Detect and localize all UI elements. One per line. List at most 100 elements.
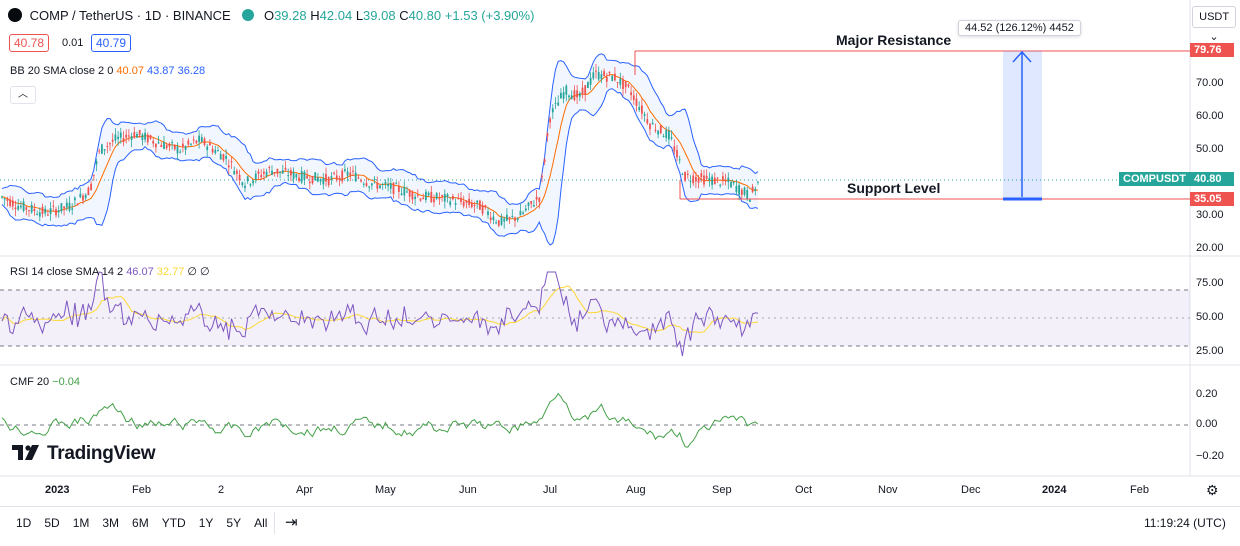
candle-body [597,71,600,80]
candle-body [365,183,368,186]
candle-body [68,202,71,211]
date-range-icon[interactable]: ⇥ [285,514,298,531]
candle-body [157,142,160,144]
candle-body [155,143,157,148]
candle-body [627,84,630,87]
candle-body [392,182,395,194]
candle-body [462,201,465,207]
candle-body [738,185,740,195]
chevron-down-icon: ⌄ [1209,31,1219,43]
candle-body [182,143,184,148]
timeframe-1y[interactable]: 1Y [198,516,214,530]
timeframe-5y[interactable]: 5Y [226,516,242,530]
candle-body [368,186,371,188]
candle-body [638,107,641,110]
candle-body [519,210,522,216]
candle-body [614,73,616,81]
candle-body [295,174,298,178]
bb-legend[interactable]: BB 20 SMA close 2 0 40.07 43.87 36.28 [10,65,205,77]
support-price-tag: 35.05 [1190,192,1234,206]
candle-body [179,151,182,153]
currency-dropdown[interactable]: USDT ⌄ [1192,6,1236,43]
candle-body [527,202,530,206]
candle-body [419,198,422,201]
candle-body [319,178,322,182]
time-tick: Sep [712,484,732,496]
symbol-tag: COMPUSDT [1119,172,1190,186]
candle-body [670,137,673,139]
ohlc-high: 42.04 [319,8,353,23]
timeframe-6m[interactable]: 6M [132,516,149,530]
candle-body [573,90,576,100]
candle-body [246,176,249,182]
candle-body [311,175,314,184]
candle-body [508,217,511,219]
candle-body [273,172,276,174]
timeframe-5d[interactable]: 5D [44,516,60,530]
resistance-annotation[interactable]: Major Resistance [836,32,952,48]
toolbar-divider [274,512,275,534]
candle-body [751,186,754,192]
candle-body [500,216,503,225]
candle-body [82,195,84,201]
candle-body [616,82,619,84]
rsi-legend[interactable]: RSI 14 close SMA 14 2 46.07 32.77 ∅ ∅ [10,265,210,278]
candle-body [481,204,484,214]
cmf-legend[interactable]: CMF 20 −0.04 [10,376,80,388]
currency-label: USDT [1199,11,1229,23]
candle-body [595,70,597,72]
time-tick: 2 [218,484,225,496]
candle-body [681,174,684,176]
candle-body [79,193,82,198]
candle-body [705,175,708,179]
settings-gear-icon[interactable]: ⚙ [1206,482,1219,498]
candle-body [222,154,225,161]
candle-body [624,81,627,88]
candle-body [722,176,724,181]
candle-body [87,187,90,196]
cmf-line [1,392,759,448]
collapse-legend-button[interactable]: ︿ [10,86,36,104]
timeframe-all[interactable]: All [254,516,268,530]
candle-body [17,205,20,210]
candle-body [171,142,173,144]
candle-body [659,125,662,134]
candle-body [146,134,149,143]
timeframe-1m[interactable]: 1M [72,516,90,530]
symbol-title[interactable]: COMP / TetherUS · 1D · BINANCE [29,8,231,23]
time-tick: Feb [1130,484,1149,496]
candle-body [735,185,738,193]
candle-body [411,191,414,200]
candle-body [754,188,757,191]
candle-body [433,198,435,203]
tradingview-logo-icon [12,445,39,460]
candle-body [263,171,265,174]
utc-clock[interactable]: 11:19:24 (UTC) [1144,516,1226,530]
candle-body [362,183,365,185]
candle-body [198,135,200,142]
candle-body [327,177,330,186]
candle-body [657,130,659,135]
candle-body [352,170,354,172]
time-tick: 2024 [1042,484,1067,496]
bid-price-box[interactable]: 40.78 [9,34,50,52]
cmf-tick: −0.20 [1196,450,1224,462]
candle-body [446,194,449,198]
candle-body [603,71,605,77]
candle-body [373,178,376,181]
candle-body [265,171,268,177]
candle-body [678,159,681,161]
timeframe-3m[interactable]: 3M [102,516,120,530]
candle-body [703,175,705,185]
ask-price-box[interactable]: 40.79 [91,34,132,52]
candle-body [416,194,419,196]
candle-body [203,138,206,145]
candle-body [560,92,562,99]
support-annotation[interactable]: Support Level [847,180,941,196]
timeframe-ytd[interactable]: YTD [161,516,186,530]
candle-body [630,92,632,96]
timeframe-1d[interactable]: 1D [16,516,32,530]
candle-body [727,177,730,183]
candle-body [684,172,686,181]
